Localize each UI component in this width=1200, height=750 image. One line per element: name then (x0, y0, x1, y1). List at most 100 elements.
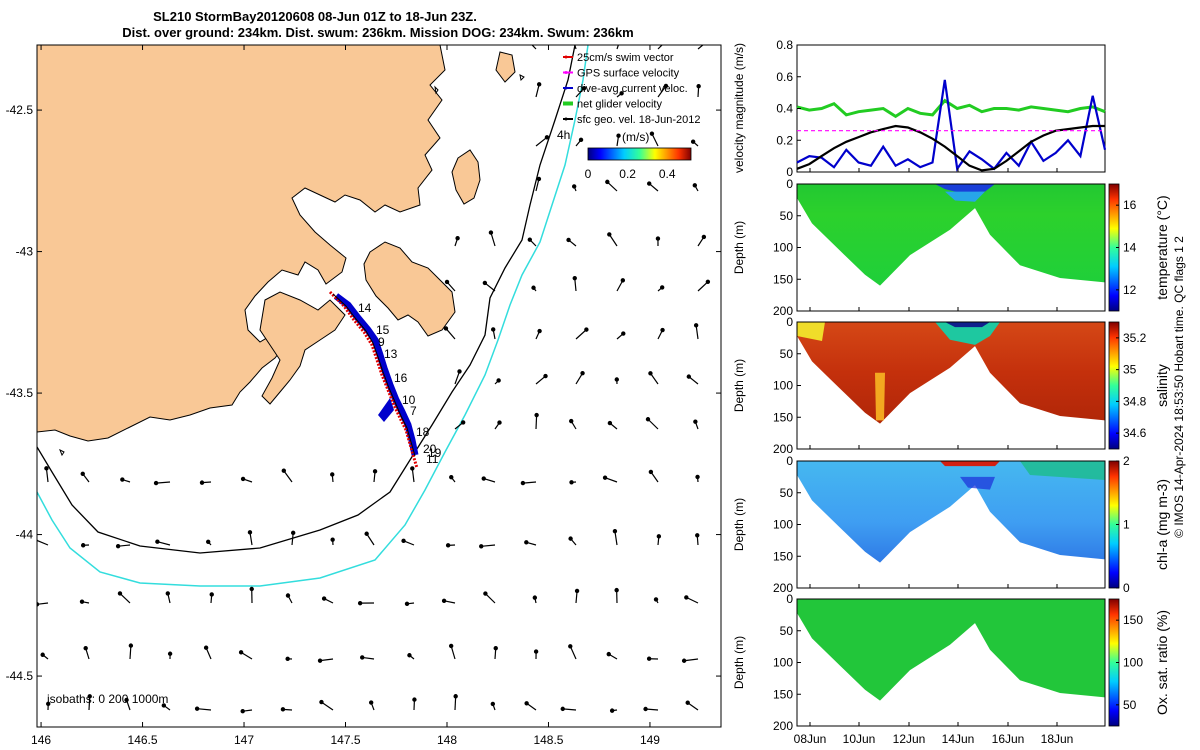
depth-tick-label: 100 (773, 379, 793, 393)
vector-arrow (321, 701, 334, 711)
vector-arrow-head (534, 412, 539, 418)
vector-arrow-head (285, 593, 291, 598)
vector-arrow-head (618, 41, 621, 44)
vector-arrow-head (656, 534, 662, 539)
vector-arrow (695, 325, 699, 340)
vector-arrow-head (616, 133, 621, 138)
vector-arrow (697, 45, 704, 50)
vector-arrow-head (532, 595, 538, 600)
geostrophic-vector-field (37, 41, 711, 714)
depth-tick-label: 0 (786, 177, 793, 191)
colorbar-tick-label: 0 (1123, 581, 1130, 595)
vector-arrow-head (357, 600, 363, 606)
map-colorbar-tick: 0.2 (619, 167, 636, 181)
vector-arrow-head (79, 599, 85, 604)
vector-arrow (454, 696, 457, 711)
vector-arrow-head (524, 540, 529, 545)
vector-arrow-head (531, 285, 536, 290)
map-axes-box (36, 44, 722, 728)
colorbar-label: salinity (1154, 364, 1170, 407)
vector-arrow (608, 234, 618, 247)
velocity-timeseries-panel: 0 0.2 0.4 0.6 0.8 velocity magnitude (m/s) (732, 38, 1107, 179)
vector-arrow-head (445, 543, 451, 548)
depth-tick-label: 150 (773, 687, 793, 701)
time-tick-label: 14Jun (942, 732, 975, 746)
vector-arrow-head (584, 327, 589, 332)
colorbar-label: chl-a (mg m-3) (1154, 479, 1170, 570)
depth-tick-label: 150 (773, 410, 793, 424)
section-panel: 0 50 100 150 200 Depth (m) 50 100 150 Ox. sat. ra… (732, 592, 1170, 733)
vector-arrow-head (544, 135, 550, 140)
vector-arrow (614, 531, 618, 546)
vector-arrow-head (684, 595, 689, 600)
map-tick-group: 146 146.5 147 147.5 148 148.5 149-42.5-43-43.5… (6, 45, 721, 747)
vector-arrow-head (653, 597, 659, 602)
vector-arrow-head (696, 84, 701, 89)
section-feature (940, 461, 1000, 467)
section-ylabel: Depth (m) (732, 221, 746, 274)
vector-arrow (450, 645, 456, 660)
legend-label: 25cm/s swim vector (577, 52, 674, 64)
vector-arrow-head (448, 643, 454, 649)
vector-arrow-head (685, 700, 690, 705)
map-colorbar-tick: 0 (585, 167, 592, 181)
vector-arrow (45, 468, 49, 483)
vector-arrow-head (490, 701, 496, 707)
vector-arrow-head (483, 591, 488, 596)
vector-arrow-head (155, 539, 160, 544)
track-label: 9 (378, 335, 385, 349)
map-xtick-label: 148.5 (533, 733, 563, 747)
vector-arrow-head (520, 480, 526, 486)
velocity-ytick-label: 0 (786, 165, 793, 179)
map-legend: 25cm/s swim vector GPS surface velocity di… (557, 52, 701, 181)
map-colorbar-tick: 0.4 (659, 167, 676, 181)
vector-arrow-head (524, 701, 529, 706)
vector-arrow-head (659, 285, 665, 290)
velocity-series-line (796, 98, 1106, 119)
depth-tick-label: 50 (780, 347, 794, 361)
vector-arrow-head (40, 652, 45, 657)
depth-tick-label: 100 (773, 241, 793, 255)
vector-arrow-head (368, 700, 374, 705)
vector-arrow (445, 328, 456, 340)
depth-tick-label: 200 (773, 304, 793, 318)
vector-arrow-head (607, 420, 613, 426)
vector-arrow (535, 415, 538, 430)
vector-arrow-head (663, 83, 669, 89)
vector-arrow-head (281, 468, 287, 473)
vector-arrow-head (705, 279, 711, 285)
vector-arrow (366, 533, 375, 546)
vector-arrow (562, 708, 577, 711)
section-ylabel: Depth (m) (732, 498, 746, 551)
vector-arrow-head (115, 543, 121, 549)
vector-arrow (535, 136, 548, 147)
track-label: 10 (402, 393, 416, 407)
vector-arrow-head (453, 694, 458, 699)
depth-tick-label: 50 (780, 624, 794, 638)
vector-arrow-head (612, 528, 618, 534)
legend-label: sfc geo. vel. 18-Jun-2012 (577, 114, 701, 126)
vector-arrow-head (457, 369, 462, 374)
vector-arrow (411, 468, 415, 483)
vector-arrow-head (646, 656, 652, 661)
section-panel: 0 50 100 150 200 Depth (m) 34.6 34.8 35 35.2 salin… (732, 315, 1170, 456)
vector-arrow-head (479, 544, 484, 549)
vector-arrow-head (80, 543, 86, 548)
depth-tick-label: 0 (786, 454, 793, 468)
vector-arrow-head (537, 328, 542, 334)
vector-arrow-head (249, 586, 254, 592)
vector-arrow-head (581, 86, 587, 91)
vector-arrow-head (87, 694, 92, 699)
vector-arrow (651, 133, 659, 147)
vector-arrow-head (693, 419, 698, 424)
map-xtick-label: 146.5 (128, 733, 158, 747)
colorbar-tick-label: 35 (1123, 363, 1137, 377)
section-feature (945, 322, 990, 328)
vector-arrow-head (404, 601, 410, 607)
vector-arrow-head (153, 480, 159, 486)
map-xtick-label: 146 (31, 733, 51, 747)
section-ylabel: Depth (m) (732, 636, 746, 689)
vector-arrow-head (649, 131, 655, 136)
velocity-ytick-label: 0.8 (776, 38, 793, 52)
